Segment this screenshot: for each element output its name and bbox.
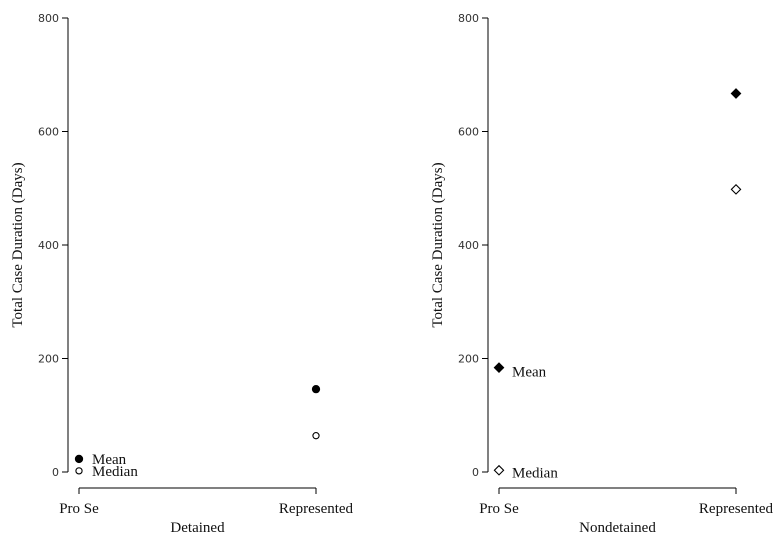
point-median-pro-se (493, 464, 505, 476)
x-axis-title: Nondetained (579, 520, 656, 536)
y-tick-label: 200 (38, 353, 59, 366)
y-axis-title: Total Case Duration (Days) (430, 162, 446, 327)
x-tick-label: Pro Se (479, 501, 519, 517)
y-tick-label: 800 (38, 12, 59, 25)
chart-panel-2: 0 200 400 600 800 Pro Se Represented Nondetaine… (430, 12, 774, 536)
y-axis-title: Total Case Duration (Days) (10, 162, 26, 327)
annotation-mean: Mean (512, 365, 547, 381)
y-tick-label: 600 (38, 126, 59, 139)
point-mean-represented (730, 88, 742, 99)
y-tick-label: 0 (52, 466, 59, 479)
annotation-median: Median (512, 465, 558, 481)
y-tick-label: 600 (458, 126, 479, 139)
x-tick-label: Represented (279, 501, 354, 517)
point-median-represented (730, 184, 742, 195)
y-tick-label: 0 (472, 466, 479, 479)
y-tick-label: 400 (38, 239, 59, 252)
x-tick-label: Pro Se (59, 501, 99, 517)
y-tick-label: 400 (458, 239, 479, 252)
x-axis-title: Detained (170, 520, 225, 536)
chart-panel-1: 0 200 400 600 800 Pro Se Represented Detained To… (10, 12, 354, 536)
point-median-represented (312, 432, 320, 440)
point-mean-pro-se (493, 362, 505, 373)
y-tick-label: 800 (458, 12, 479, 25)
annotation-median: Median (92, 464, 138, 480)
annotation-mean: Mean (92, 452, 127, 468)
y-tick-label: 200 (458, 353, 479, 366)
point-mean-represented (311, 384, 321, 394)
x-tick-label: Represented (699, 501, 774, 517)
point-median-pro-se (75, 467, 83, 475)
point-mean-pro-se (74, 454, 84, 464)
